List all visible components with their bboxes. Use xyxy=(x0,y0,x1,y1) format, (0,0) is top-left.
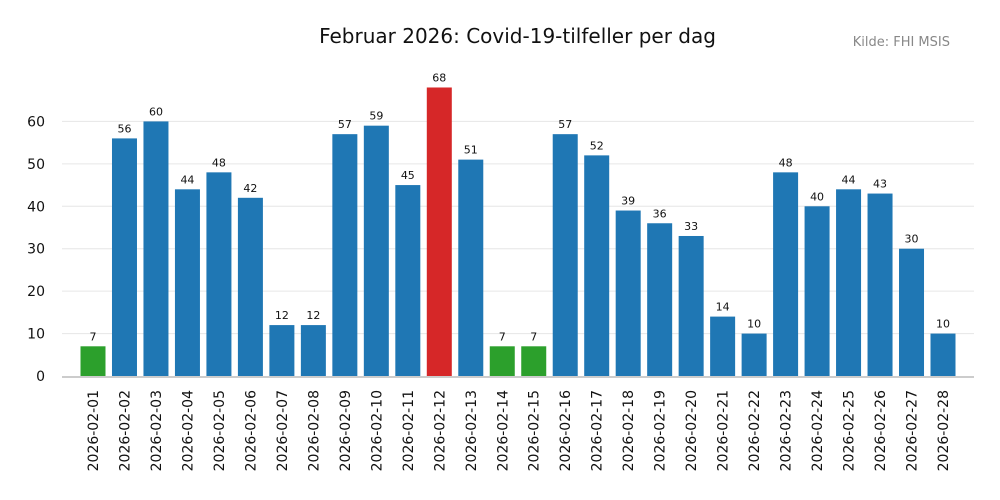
bar-value-label: 14 xyxy=(716,301,730,314)
y-tick-label: 30 xyxy=(27,242,45,258)
y-tick-label: 60 xyxy=(27,114,45,130)
y-tick-labels: 0 10 20 30 40 50 60 xyxy=(27,114,45,385)
bar xyxy=(363,125,389,377)
x-tick-label: 2026-02-25 xyxy=(842,390,858,471)
x-tick-label: 2026-02-05 xyxy=(212,390,228,471)
bar-value-label: 12 xyxy=(275,309,289,322)
y-tick-label: 50 xyxy=(27,157,45,173)
bars xyxy=(80,87,956,377)
bar xyxy=(458,159,484,376)
x-tick-label: 2026-02-02 xyxy=(117,390,133,471)
bar xyxy=(111,138,137,376)
bar xyxy=(647,223,673,376)
bar-value-label: 33 xyxy=(684,220,698,233)
x-tick-label: 2026-02-04 xyxy=(180,390,196,471)
x-tick-label: 2026-02-15 xyxy=(527,390,543,471)
bar-value-label: 10 xyxy=(936,318,950,331)
bar xyxy=(899,248,925,376)
x-tick-label: 2026-02-07 xyxy=(275,390,291,471)
bar-value-label: 60 xyxy=(149,105,163,118)
x-tick-label: 2026-02-01 xyxy=(86,390,102,471)
bar-labels: 7 56 60 44 48 42 12 12 57 59 45 68 51 7 7 57 52 39 36 33 14 1… xyxy=(90,71,951,343)
bar xyxy=(489,346,515,376)
y-tick-label: 10 xyxy=(27,327,45,343)
bar xyxy=(741,333,767,376)
x-tick-label: 2026-02-27 xyxy=(905,390,921,471)
bar-value-label: 57 xyxy=(558,118,572,131)
bar-value-label: 57 xyxy=(338,118,352,131)
x-tick-label: 2026-02-10 xyxy=(369,390,385,471)
bar-value-label: 48 xyxy=(779,156,793,169)
x-tick-label: 2026-02-09 xyxy=(338,390,354,471)
x-tick-label: 2026-02-24 xyxy=(810,390,826,471)
bar-value-label: 52 xyxy=(590,139,604,152)
x-tick-label: 2026-02-20 xyxy=(684,390,700,471)
x-tick-label: 2026-02-06 xyxy=(243,390,259,471)
bar xyxy=(332,134,358,376)
bar-value-label: 42 xyxy=(243,182,257,195)
x-tick-label: 2026-02-18 xyxy=(621,390,637,471)
x-tick-label: 2026-02-11 xyxy=(401,390,417,471)
bar xyxy=(174,189,200,376)
bar-value-label: 44 xyxy=(842,173,856,186)
bar-value-label: 7 xyxy=(90,330,97,343)
bar xyxy=(143,121,169,376)
bar-value-label: 48 xyxy=(212,156,226,169)
bar-value-label: 39 xyxy=(621,195,635,208)
bar-value-label: 36 xyxy=(653,207,667,220)
bar xyxy=(521,346,547,376)
bar xyxy=(552,134,578,376)
bar-value-label: 10 xyxy=(747,318,761,331)
x-tick-label: 2026-02-19 xyxy=(653,390,669,471)
bar-value-label: 56 xyxy=(117,122,131,135)
bar-value-label: 40 xyxy=(810,190,824,203)
x-tick-label: 2026-02-21 xyxy=(716,390,732,471)
bar xyxy=(269,325,295,376)
bar-value-label: 30 xyxy=(905,233,919,246)
x-tick-label: 2026-02-12 xyxy=(432,390,448,471)
bar xyxy=(237,197,263,376)
bar-value-label: 7 xyxy=(530,330,537,343)
bar-value-label: 68 xyxy=(432,71,446,84)
bar xyxy=(836,189,862,376)
x-tick-label: 2026-02-28 xyxy=(936,390,952,471)
bar xyxy=(930,333,956,376)
x-tick-label: 2026-02-08 xyxy=(306,390,322,471)
bar-value-label: 59 xyxy=(369,110,383,123)
bar xyxy=(584,155,610,376)
bar-value-label: 51 xyxy=(464,144,478,157)
x-tick-label: 2026-02-03 xyxy=(149,390,165,471)
bar xyxy=(710,316,736,376)
y-tick-label: 40 xyxy=(27,199,45,215)
bar xyxy=(867,193,893,376)
bar-value-label: 7 xyxy=(499,330,506,343)
chart-title: Februar 2026: Covid-19-tilfeller per dag xyxy=(319,24,716,48)
bar xyxy=(615,210,641,376)
x-tick-label: 2026-02-16 xyxy=(558,390,574,471)
x-tick-label: 2026-02-14 xyxy=(495,390,511,471)
x-tick-label: 2026-02-22 xyxy=(747,390,763,471)
x-tick-label: 2026-02-17 xyxy=(590,390,606,471)
bar xyxy=(773,172,799,376)
bar xyxy=(804,206,830,376)
bar xyxy=(395,185,421,376)
bar-value-label: 43 xyxy=(873,178,887,191)
bar xyxy=(206,172,232,376)
bar xyxy=(426,87,452,376)
bar-value-label: 44 xyxy=(180,173,194,186)
x-tick-label: 2026-02-23 xyxy=(779,390,795,471)
y-tick-label: 20 xyxy=(27,284,45,300)
y-tick-label: 0 xyxy=(36,369,45,385)
bar-value-label: 45 xyxy=(401,169,415,182)
x-tick-label: 2026-02-13 xyxy=(464,390,480,471)
bar xyxy=(300,325,326,376)
bar xyxy=(678,235,704,376)
x-tick-label: 2026-02-26 xyxy=(873,390,889,471)
bar xyxy=(80,346,106,376)
bar-value-label: 12 xyxy=(306,309,320,322)
chart-source: Kilde: FHI MSIS xyxy=(852,35,950,50)
x-tick-labels: 2026-02-01 2026-02-02 2026-02-03 2026-02-04… xyxy=(86,390,952,471)
